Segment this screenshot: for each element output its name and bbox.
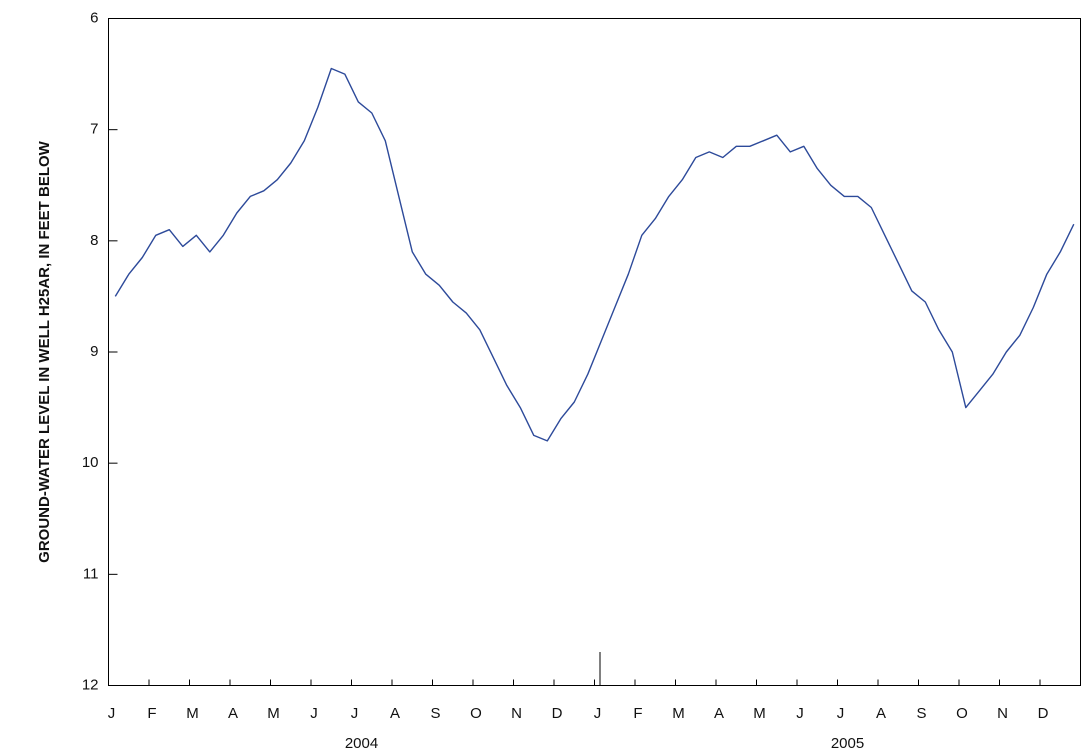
x-tick-label: S: [430, 705, 440, 722]
year-label: 2005: [831, 735, 864, 752]
y-tick-label: 10: [82, 454, 99, 471]
y-tick-label: 7: [90, 121, 98, 138]
x-tick-label: D: [552, 705, 563, 722]
x-tick-label: M: [186, 705, 199, 722]
x-tick-label: J: [594, 705, 602, 722]
x-tick-label: D: [1038, 705, 1049, 722]
x-tick-label: J: [837, 705, 845, 722]
series-line: [114, 67, 1075, 442]
y-tick-label: 6: [90, 9, 98, 26]
x-tick-label: F: [633, 705, 642, 722]
y-tick-label: 11: [83, 565, 99, 582]
x-tick-label: M: [753, 705, 766, 722]
x-tick-label: M: [267, 705, 280, 722]
x-tick-label: S: [916, 705, 926, 722]
x-tick-label: N: [511, 705, 522, 722]
x-tick-label: F: [147, 705, 156, 722]
x-tick-label: J: [310, 705, 318, 722]
x-tick-label: O: [956, 705, 968, 722]
x-tick-label: J: [796, 705, 804, 722]
x-tick-label: M: [672, 705, 685, 722]
y-tick-label: 9: [90, 343, 98, 360]
x-tick-label: J: [108, 705, 116, 722]
y-tick-label: 8: [90, 232, 98, 249]
x-tick-label: O: [470, 705, 482, 722]
x-tick-label: J: [351, 705, 359, 722]
x-tick-label: A: [390, 705, 400, 722]
year-label: 2004: [345, 735, 378, 752]
y-axis-label: GROUND-WATER LEVEL IN WELL H25AR, IN FEE…: [36, 140, 53, 563]
x-tick-label: A: [228, 705, 238, 722]
x-tick-label: A: [714, 705, 724, 722]
x-tick-label: N: [997, 705, 1008, 722]
y-tick-label: 12: [82, 676, 99, 693]
plot-frame: [108, 18, 1081, 686]
x-tick-label: A: [876, 705, 886, 722]
